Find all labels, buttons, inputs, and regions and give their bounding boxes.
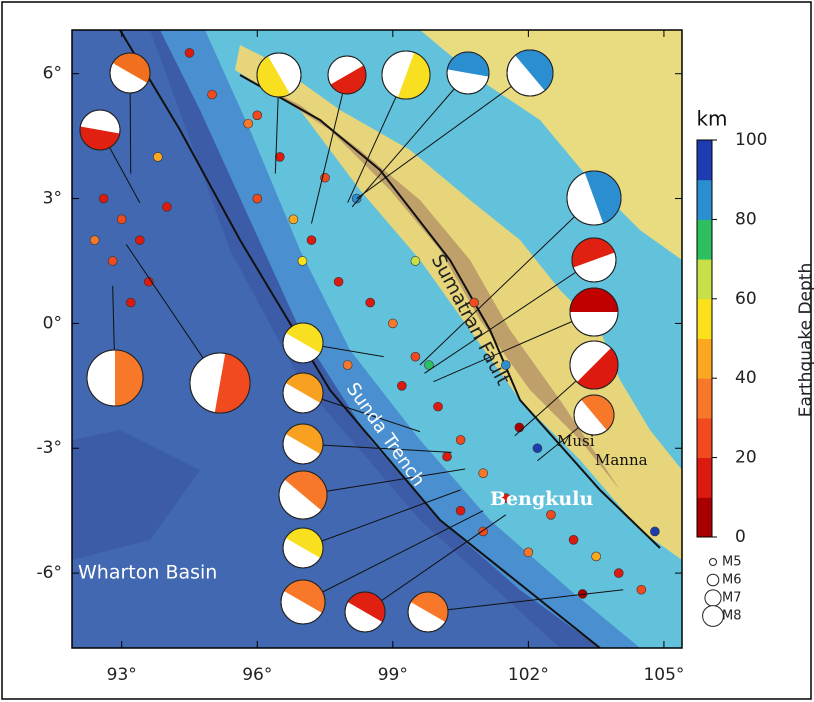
earthquake (479, 469, 488, 478)
colorbar-band (697, 497, 712, 537)
earthquake (434, 402, 443, 411)
earthquake (298, 256, 307, 265)
magnitude-label: M5 (722, 555, 742, 570)
earthquake (185, 48, 194, 57)
colorbar-band (697, 299, 712, 339)
earthquake (366, 298, 375, 307)
x-tick-label: 96° (242, 665, 272, 685)
colorbar-tick-label: 80 (735, 209, 757, 229)
colorbar-band (697, 458, 712, 498)
x-tick-label: 105° (643, 665, 684, 685)
earthquake (126, 298, 135, 307)
colorbar-unit: km (696, 107, 727, 131)
earthquake (524, 548, 533, 557)
earthquake (135, 236, 144, 245)
earthquake (253, 111, 262, 120)
colorbar-tick-label: 20 (735, 448, 757, 468)
earthquake (99, 194, 108, 203)
y-tick-label: -3° (37, 438, 62, 458)
colorbar-tick-label: 0 (735, 527, 746, 547)
colorbar-band (697, 180, 712, 220)
earthquake (411, 256, 420, 265)
earthquake (289, 215, 298, 224)
y-tick-label: 3° (43, 189, 62, 209)
colorbar-band (697, 378, 712, 418)
earthquake (515, 423, 524, 432)
place-label: Bengkulu (490, 488, 593, 510)
earthquake (592, 552, 601, 561)
earthquake (569, 535, 578, 544)
place-label: Musi (557, 432, 595, 450)
colorbar-band (697, 259, 712, 299)
colorbar-band (697, 219, 712, 259)
earthquake (614, 569, 623, 578)
earthquake (411, 352, 420, 361)
earthquake (533, 444, 542, 453)
x-tick-label: 99° (378, 665, 408, 685)
earthquake (650, 527, 659, 536)
magnitude-label: M7 (722, 591, 742, 606)
magnitude-label: M6 (722, 573, 742, 588)
y-tick-label: -6° (37, 563, 62, 583)
magnitude-symbol (705, 590, 721, 606)
magnitude-symbol (710, 559, 717, 566)
basemap: Sumatran Fault Sunda Trench Wharton Basi… (72, 30, 682, 648)
earthquake (307, 236, 316, 245)
earthquake (388, 319, 397, 328)
earthquake (637, 585, 646, 594)
earthquake (546, 510, 555, 519)
basin-label: Wharton Basin (78, 562, 217, 584)
magnitude-symbol (707, 574, 719, 586)
colorbar-band (697, 339, 712, 379)
earthquake (397, 381, 406, 390)
earthquake (90, 236, 99, 245)
y-tick-label: 6° (43, 64, 62, 84)
earthquake (456, 435, 465, 444)
earthquake (244, 119, 253, 128)
colorbar-band (697, 418, 712, 458)
magnitude-symbol (703, 606, 724, 627)
earthquake (253, 194, 262, 203)
earthquake (334, 277, 343, 286)
map-figure: Sumatran Fault Sunda Trench Wharton Basi… (0, 0, 814, 702)
earthquake (443, 452, 452, 461)
earthquake (343, 361, 352, 370)
colorbar-tick-label: 40 (735, 368, 757, 388)
magnitude-label: M8 (722, 609, 742, 624)
earthquake (162, 202, 171, 211)
y-tick-label: 0° (43, 313, 62, 333)
place-label: Manna (595, 451, 648, 469)
x-tick-label: 93° (107, 665, 137, 685)
earthquake (108, 256, 117, 265)
earthquake (208, 90, 217, 99)
colorbar-tick-label: 60 (735, 289, 757, 309)
earthquake (456, 506, 465, 515)
colorbar-tick-label: 100 (735, 130, 767, 150)
earthquake (153, 152, 162, 161)
earthquake (117, 215, 126, 224)
colorbar-band (697, 140, 712, 180)
colorbar-title: Earthquake Depth (796, 263, 814, 417)
x-tick-label: 102° (508, 665, 549, 685)
earthquake (275, 152, 284, 161)
